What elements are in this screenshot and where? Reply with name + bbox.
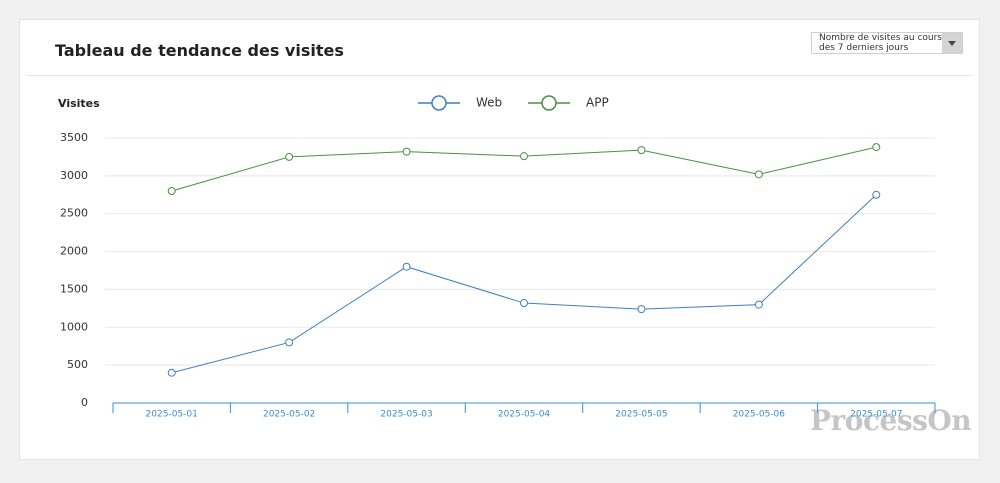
data-point <box>754 170 763 179</box>
y-tick-label: 3000 <box>60 169 88 182</box>
data-point <box>402 262 411 271</box>
dropdown-text: Nombre de visites au cours des 7 dernier… <box>819 33 942 53</box>
series-line <box>171 194 877 374</box>
data-point <box>520 152 528 161</box>
data-point <box>520 299 528 308</box>
card: Tableau de tendance des visites Nombre d… <box>19 19 980 460</box>
legend-marker <box>541 95 557 111</box>
y-axis-label: Visites <box>58 97 100 110</box>
x-tick-label: 2025-05-06 <box>733 410 786 420</box>
data-point <box>167 368 176 377</box>
period-dropdown[interactable]: Nombre de visites au cours des 7 dernier… <box>811 32 963 54</box>
legend-label: Web <box>476 96 502 110</box>
y-tick-label: 500 <box>67 358 88 371</box>
y-tick-label: 2000 <box>60 245 88 258</box>
x-tick-label: 2025-05-04 <box>498 410 551 420</box>
y-tick-label: 2500 <box>60 207 88 220</box>
y-tick-label: 1000 <box>60 320 88 333</box>
legend-label: APP <box>586 96 609 110</box>
data-point <box>285 152 294 161</box>
x-tick-label: 2025-05-07 <box>850 410 902 420</box>
legend-marker <box>431 95 447 111</box>
x-tick-label: 2025-05-03 <box>380 410 432 420</box>
y-tick-label: 0 <box>81 396 88 409</box>
chart-title: Tableau de tendance des visites <box>55 41 344 60</box>
data-point <box>167 187 176 195</box>
y-tick-label: 3500 <box>60 131 88 144</box>
data-point <box>872 143 881 152</box>
data-point <box>754 300 763 309</box>
data-point <box>637 305 646 314</box>
x-tick-label: 2025-05-01 <box>146 410 198 420</box>
dropdown-arrow[interactable] <box>942 33 962 53</box>
x-tick-label: 2025-05-02 <box>263 410 315 420</box>
data-point <box>637 146 646 155</box>
divider <box>26 75 973 76</box>
x-tick-label: 2025-05-05 <box>615 410 667 420</box>
data-point <box>402 147 411 156</box>
y-tick-label: 1500 <box>60 282 88 295</box>
data-point <box>285 338 294 347</box>
data-point <box>872 190 881 199</box>
watermark: ProcessOn <box>810 404 972 437</box>
